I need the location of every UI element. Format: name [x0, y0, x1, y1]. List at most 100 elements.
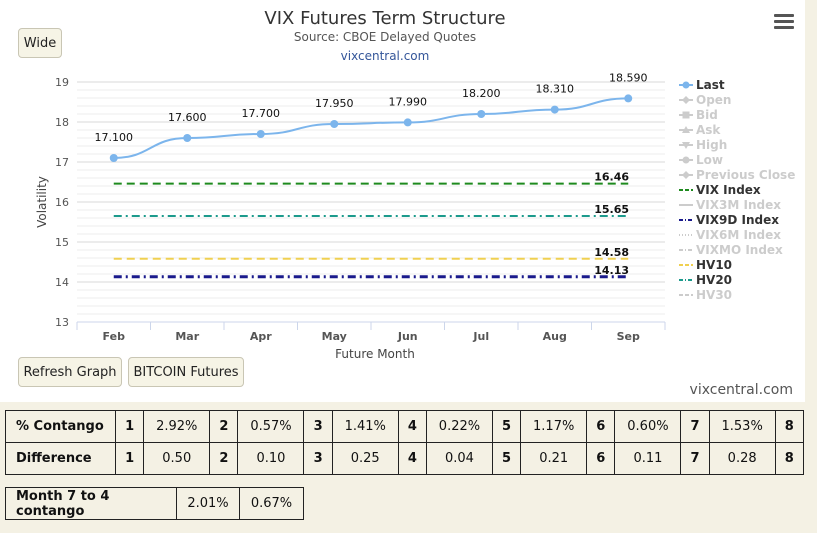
wide-button[interactable]: Wide	[18, 28, 62, 58]
legend-label: Last	[696, 78, 725, 92]
last-data-label: 17.600	[168, 111, 207, 124]
legend-label: High	[696, 138, 727, 152]
legend-circle-icon	[682, 81, 690, 89]
legend-diamond-icon	[682, 171, 690, 179]
month-number-cell: 1	[115, 442, 145, 475]
legend-item-previous-close[interactable]: Previous Close	[679, 168, 795, 182]
month-number-cell: 4	[397, 410, 427, 443]
reference-lines: 16.46 14.13 14.58 15.65	[113, 171, 629, 279]
month-contango-value: 2.01%	[176, 487, 240, 520]
bitcoin-futures-button[interactable]: BITCOIN Futures	[128, 357, 244, 387]
last-data-label: 18.590	[609, 71, 648, 84]
last-data-point	[624, 94, 633, 103]
month-number-cell: 8	[774, 410, 805, 443]
refresh-graph-button[interactable]: Refresh Graph	[18, 357, 122, 387]
vix-index-value-label: 16.46	[594, 171, 629, 184]
legend-item-vixmo-index[interactable]: VIXMO Index	[679, 243, 783, 257]
month-number-cell: 6	[586, 410, 616, 443]
month-number-cell: 1	[115, 410, 145, 443]
last-data-point	[403, 118, 412, 127]
legend-label: HV10	[696, 258, 732, 272]
legend-triangle-icon	[682, 126, 690, 133]
y-axis-ticks: 13 14 15 16 17 18 19	[55, 76, 69, 329]
hv20-value-label: 15.65	[594, 203, 629, 216]
value-cell: 1.53%	[708, 410, 776, 443]
legend-label: HV20	[696, 273, 732, 287]
value-cell: 0.04	[425, 442, 493, 475]
value-cell: 0.10	[237, 442, 305, 475]
last-data-label: 17.100	[95, 131, 134, 144]
contango-table: % Contango 1 2.92% 2 0.57% 3 1.41% 4 0.22% 5 1.17%…	[4, 410, 805, 475]
vixcentral-link[interactable]: vixcentral.com	[340, 49, 430, 63]
contango-row: % Contango 1 2.92% 2 0.57% 3 1.41% 4 0.22% 5 1.17%…	[4, 410, 805, 443]
last-data-point	[256, 130, 265, 138]
credit-link[interactable]: vixcentral.com	[689, 382, 793, 398]
x-tick-label: Apr	[250, 330, 272, 343]
x-axis-ticks: Feb Mar Apr May Jun Jul Aug Sep	[76, 321, 666, 343]
hamburger-menu-icon[interactable]	[774, 14, 794, 30]
month-number-cell: 3	[303, 442, 333, 475]
legend-item-last[interactable]: Last	[679, 78, 725, 92]
y-tick-label: 17	[55, 156, 69, 169]
month-contango-row: Month 7 to 4 contango 2.01% 0.67%	[5, 487, 304, 520]
month-number-cell: 3	[303, 410, 333, 443]
y-tick-label: 14	[55, 276, 69, 289]
legend-item-bid[interactable]: Bid	[679, 108, 718, 122]
legend-label: Bid	[696, 108, 718, 122]
legend-label: VIX3M Index	[696, 198, 781, 212]
legend-label: VIXMO Index	[696, 243, 783, 257]
last-data-point	[477, 110, 486, 118]
legend-item-vix-index[interactable]: VIX Index	[679, 183, 761, 197]
month-number-cell: 2	[209, 410, 239, 443]
last-data-point	[183, 134, 192, 142]
month-number-cell: 5	[491, 442, 522, 475]
month-number-cell: 5	[491, 410, 522, 443]
month-number-cell: 7	[680, 410, 710, 443]
legend-item-open[interactable]: Open	[679, 93, 731, 107]
last-data-label: 17.950	[315, 97, 354, 110]
legend-item-low[interactable]: Low	[679, 153, 723, 167]
legend-square-icon	[682, 111, 690, 119]
value-cell: 0.22%	[425, 410, 493, 443]
y-axis-label: Volatility	[35, 176, 49, 228]
legend-item-vix6m-index[interactable]: VIX6M Index	[679, 228, 781, 242]
value-cell: 0.57%	[237, 410, 305, 443]
last-series-line	[113, 97, 629, 159]
legend-circle-icon	[682, 156, 690, 164]
last-data-point	[330, 120, 339, 128]
month-number-cell: 8	[774, 442, 805, 475]
y-tick-label: 19	[55, 76, 69, 89]
x-axis-label: Future Month	[335, 347, 415, 361]
row-label: Difference	[4, 442, 117, 475]
month-contango-table: Month 7 to 4 contango 2.01% 0.67%	[5, 487, 304, 520]
last-data-label: 18.310	[536, 83, 575, 96]
legend-item-high[interactable]: High	[679, 138, 727, 152]
value-cell: 0.11	[614, 442, 682, 475]
legend-diamond-icon	[682, 96, 690, 104]
chart-title: VIX Futures Term Structure	[264, 8, 506, 29]
last-series: 17.100 17.600 17.700 17.950 17.990 18.200 18.3…	[95, 71, 648, 162]
x-tick-label: Feb	[103, 330, 126, 343]
vix9d-index-value-label: 14.13	[594, 264, 629, 277]
legend-item-vix3m-index[interactable]: VIX3M Index	[679, 198, 781, 212]
chart-panel: VIX Futures Term Structure Source: CBOE …	[0, 0, 805, 402]
legend-label: Low	[696, 153, 723, 167]
month-number-cell: 7	[680, 442, 710, 475]
month-number-cell: 2	[209, 442, 239, 475]
x-tick-label: Mar	[175, 330, 199, 343]
legend-item-ask[interactable]: Ask	[679, 123, 721, 137]
legend-label: VIX9D Index	[696, 213, 779, 227]
legend-item-hv20[interactable]: HV20	[679, 273, 732, 287]
legend-label: Ask	[696, 123, 721, 137]
value-cell: 0.21	[520, 442, 588, 475]
value-cell: 0.60%	[614, 410, 682, 443]
grid-lines	[77, 81, 665, 323]
legend-item-vix9d-index[interactable]: VIX9D Index	[679, 213, 779, 227]
legend-item-hv10[interactable]: HV10	[679, 258, 732, 272]
value-cell: 1.41%	[331, 410, 399, 443]
y-tick-label: 13	[55, 316, 69, 329]
legend-triangle-down-icon	[682, 142, 690, 149]
legend-item-hv30[interactable]: HV30	[679, 288, 732, 302]
